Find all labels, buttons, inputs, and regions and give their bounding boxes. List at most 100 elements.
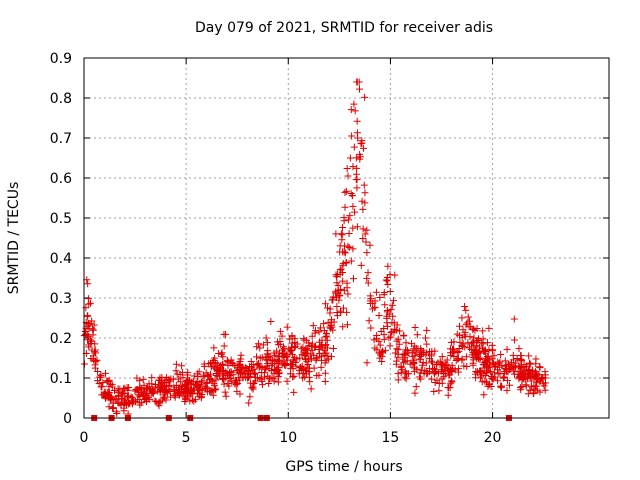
- data-point: [221, 388, 229, 396]
- data-point: [465, 344, 473, 352]
- data-point: [85, 325, 93, 333]
- data-point: [114, 391, 122, 399]
- data-point: [433, 376, 441, 384]
- data-point: [527, 374, 535, 382]
- data-point: [109, 396, 117, 404]
- data-point: [462, 353, 470, 361]
- data-point: [496, 358, 504, 366]
- tick-labels: 0 0.1 0.2 0.3 0.4 0.5 0.6 0.7 0.8 0.9 0 5 10 15 20: [50, 51, 502, 446]
- data-point: [309, 322, 317, 330]
- data-point: [391, 271, 399, 279]
- data-point: [454, 355, 462, 363]
- data-point: [276, 327, 284, 335]
- data-point: [488, 355, 496, 363]
- x-axis-label: GPS time / hours: [285, 459, 402, 475]
- data-point: [392, 360, 400, 368]
- data-point: [423, 340, 431, 348]
- data-point: [541, 368, 549, 376]
- data-point: [264, 372, 272, 380]
- data-point: [376, 341, 384, 349]
- data-point: [339, 261, 347, 269]
- data-point: [469, 356, 477, 364]
- data-point: [375, 311, 383, 319]
- data-point: [391, 349, 399, 357]
- plot-frame: [83, 57, 610, 419]
- data-point: [460, 362, 468, 370]
- data-point: [350, 100, 358, 108]
- data-point: [198, 391, 206, 399]
- data-point: [353, 117, 361, 125]
- data-point: [363, 226, 371, 234]
- data-point: [361, 230, 369, 238]
- data-point: [505, 381, 513, 389]
- data-point: [149, 389, 157, 397]
- data-point: [141, 388, 149, 396]
- data-point: [274, 378, 282, 386]
- data-point: [363, 274, 371, 282]
- data-point: [299, 374, 307, 382]
- data-point: [518, 357, 526, 365]
- data-point: [273, 347, 281, 355]
- data-point: [392, 326, 400, 334]
- data-point: [352, 176, 360, 184]
- data-point: [328, 296, 336, 304]
- data-point: [361, 93, 369, 101]
- data-point: [250, 370, 258, 378]
- data-point: [539, 373, 547, 381]
- data-point: [258, 377, 266, 385]
- data-point: [494, 366, 502, 374]
- data-point: [321, 346, 329, 354]
- y-tick-label: 0.3: [50, 291, 72, 307]
- data-point: [89, 352, 97, 360]
- data-point: [200, 362, 208, 370]
- data-point: [403, 357, 411, 365]
- data-point: [366, 241, 374, 249]
- y-tick-label: 0.6: [50, 171, 72, 187]
- data-point: [535, 371, 543, 379]
- data-point: [246, 379, 254, 387]
- data-point: [263, 362, 271, 370]
- data-point: [458, 314, 466, 322]
- data-point: [308, 332, 316, 340]
- data-point: [481, 346, 489, 354]
- data-point: [238, 364, 246, 372]
- data-point: [350, 143, 358, 151]
- data-point: [346, 212, 354, 220]
- data-point: [385, 310, 393, 318]
- data-point: [387, 333, 395, 341]
- data-point: [498, 361, 506, 369]
- data-point: [529, 372, 537, 380]
- data-point: [225, 375, 233, 383]
- data-point: [356, 153, 364, 161]
- data-point: [97, 371, 105, 379]
- data-point: [196, 385, 204, 393]
- data-point: [192, 381, 200, 389]
- data-point: [528, 383, 536, 391]
- data-point: [254, 340, 262, 348]
- data-point: [408, 352, 416, 360]
- data-point: [200, 373, 208, 381]
- data-point: [530, 389, 538, 397]
- data-point: [291, 344, 299, 352]
- data-point: [364, 269, 372, 277]
- data-point: [428, 375, 436, 383]
- data-point: [109, 404, 117, 412]
- data-point: [166, 377, 174, 385]
- data-point: [461, 328, 469, 336]
- y-axis-label: SRMTID / TECUs: [6, 182, 22, 295]
- data-point: [371, 297, 379, 305]
- data-point: [344, 242, 352, 250]
- data-point: [86, 299, 94, 307]
- data-point: [349, 245, 357, 253]
- data-point: [193, 382, 201, 390]
- data-point: [444, 391, 452, 399]
- data-point: [322, 349, 330, 357]
- data-point: [338, 236, 346, 244]
- data-point: [445, 371, 453, 379]
- data-point: [104, 388, 112, 396]
- data-point: [241, 369, 249, 377]
- data-point: [245, 367, 253, 375]
- data-point: [378, 347, 386, 355]
- data-point: [367, 324, 375, 332]
- data-point: [249, 385, 257, 393]
